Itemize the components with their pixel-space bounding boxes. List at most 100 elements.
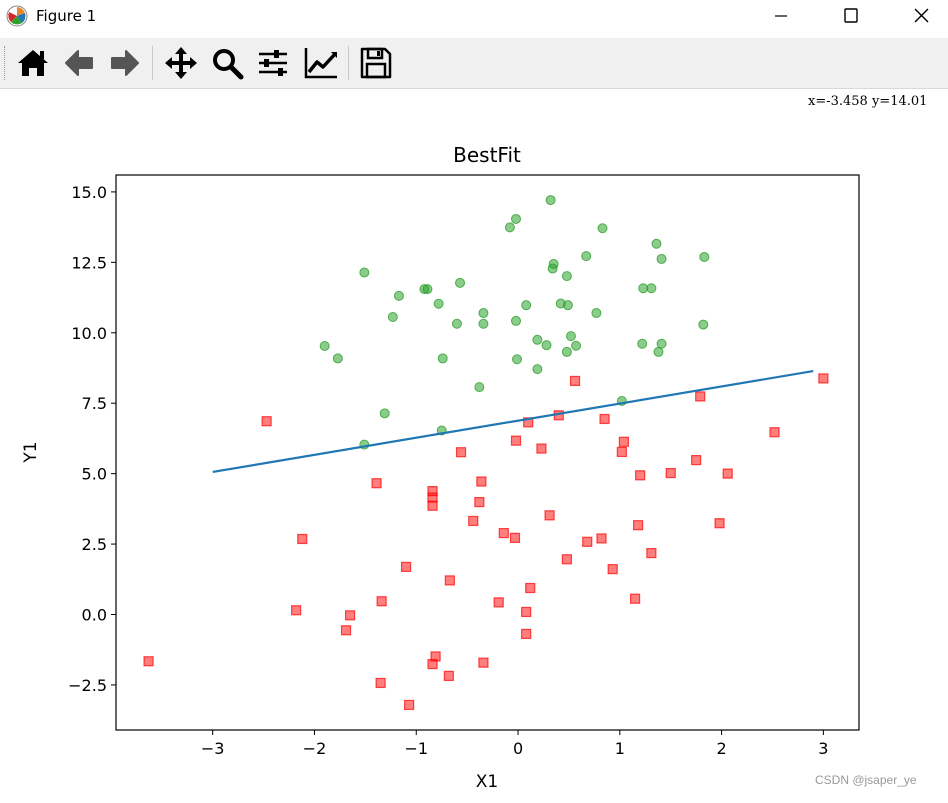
class-0-point	[698, 319, 709, 330]
class-1-point	[297, 533, 308, 545]
class-1-point	[629, 593, 641, 604]
class-0-point	[545, 195, 556, 206]
maximize-icon	[844, 8, 858, 23]
class-0-point	[699, 251, 710, 262]
class-0-point	[510, 315, 521, 326]
class-0-point	[571, 340, 582, 351]
edit-axis-button[interactable]	[302, 44, 340, 82]
pan-button[interactable]	[162, 44, 200, 82]
class-1-point	[427, 658, 438, 670]
class-1-point	[633, 520, 644, 531]
class-1-point	[291, 605, 302, 616]
class-1-point	[561, 554, 572, 565]
home-button[interactable]	[14, 44, 52, 82]
configure-subplots-icon	[259, 50, 287, 76]
class-0-point	[512, 354, 523, 365]
forward-arrow-icon	[111, 50, 139, 76]
class-0-point	[521, 300, 532, 311]
class-1-point	[468, 515, 479, 527]
figure-canvas[interactable]: BestFit −3 −2 −1 0 1 2 3 −2.5 0.0 2.5 5.0 7.5 10.0 1…	[0, 88, 948, 799]
class-1-point	[691, 455, 702, 466]
class-1-point	[443, 670, 454, 682]
class-1-point	[525, 582, 536, 594]
class-1-point	[596, 533, 607, 544]
class-1-point	[714, 518, 725, 529]
class-1-point	[665, 467, 676, 479]
class-1-point	[476, 476, 487, 487]
class-1-point	[261, 416, 272, 427]
back-button[interactable]	[60, 44, 98, 82]
class-1-point	[510, 435, 522, 446]
configure-subplots-button[interactable]	[254, 44, 292, 82]
y-tick-label: 0.0	[82, 605, 107, 624]
chart-marks	[143, 195, 829, 711]
class-0-point	[478, 308, 489, 319]
class-1-point	[607, 564, 618, 575]
class-1-point	[521, 606, 532, 618]
class-0-point	[387, 311, 398, 322]
class-0-point	[478, 318, 489, 329]
chart-title: BestFit	[453, 143, 521, 167]
class-1-point	[493, 597, 504, 608]
window-titlebar: Figure 1	[0, 0, 948, 36]
y-axis-ticks: −2.5 0.0 2.5 5.0 7.5 10.0 12.5 15.0	[68, 183, 116, 695]
class-0-point	[637, 338, 648, 349]
class-1-point	[474, 496, 485, 508]
close-icon	[914, 8, 929, 23]
class-1-point	[404, 699, 415, 711]
toolbar-separator	[152, 46, 153, 80]
class-1-point	[400, 561, 412, 572]
y-tick-label: −2.5	[68, 676, 107, 695]
save-button[interactable]	[357, 44, 395, 82]
class-1-point	[375, 677, 386, 689]
class-1-point	[646, 547, 657, 559]
class-0-point	[561, 271, 572, 282]
y-tick-label: 5.0	[82, 465, 107, 484]
class-1-point	[344, 610, 356, 621]
class-0-point	[532, 364, 543, 375]
class-1-point	[498, 527, 509, 539]
class-0-point	[332, 353, 343, 364]
class-0-point	[651, 238, 662, 249]
class-0-point	[597, 223, 608, 234]
toolbar-grip[interactable]	[4, 46, 8, 80]
class-0-point	[379, 408, 390, 419]
class-0-point	[646, 283, 657, 294]
x-tick-label: −3	[201, 739, 225, 758]
forward-button[interactable]	[106, 44, 144, 82]
y-tick-label: 10.0	[71, 324, 107, 343]
zoom-button[interactable]	[208, 44, 246, 82]
class-1-point	[769, 427, 780, 438]
back-arrow-icon	[65, 50, 93, 76]
class-1-point	[818, 373, 829, 384]
class-1-point	[444, 575, 455, 586]
class-0-point	[455, 277, 466, 288]
class-0-point	[510, 213, 521, 224]
class-1-point	[569, 375, 581, 387]
class-1-point	[635, 470, 646, 481]
close-button[interactable]	[898, 0, 944, 32]
class-0-point	[433, 298, 444, 309]
minimize-icon	[775, 15, 787, 17]
class-1-point	[616, 446, 627, 458]
y-tick-label: 15.0	[71, 183, 107, 202]
class-1-point	[582, 536, 593, 547]
minimize-button[interactable]	[758, 0, 804, 32]
class-0-point	[504, 222, 515, 233]
class-1-point	[340, 625, 352, 636]
watermark: CSDN @jsaper_ye	[815, 773, 917, 787]
class-0-point	[359, 267, 370, 278]
class-0-point	[581, 251, 592, 262]
x-axis-ticks: −3 −2 −1 0 1 2 3	[201, 730, 828, 758]
toolbar-separator	[348, 46, 349, 80]
class-0-point	[422, 284, 433, 295]
pan-icon	[165, 47, 197, 79]
navigation-toolbar: x=-3.458 y=14.01	[0, 38, 948, 109]
class-1-point	[521, 628, 532, 640]
class-0-point	[653, 346, 664, 357]
class-1-point	[509, 532, 521, 543]
y-tick-label: 7.5	[82, 394, 107, 413]
maximize-button[interactable]	[828, 0, 874, 32]
x-tick-label: 1	[615, 739, 625, 758]
plot-frame	[115, 174, 860, 731]
